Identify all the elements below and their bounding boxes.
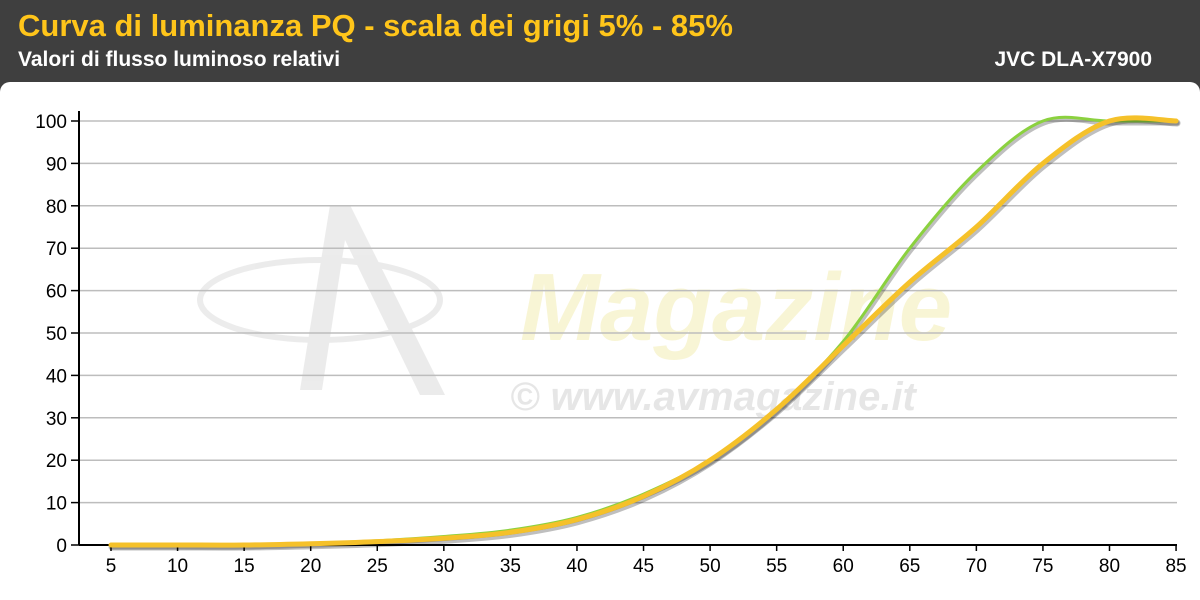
x-tick-label: 15 [234,556,255,577]
x-tick-label: 70 [966,556,987,577]
chart-subtitle: Valori di flusso luminoso relativi [18,48,341,71]
y-tick-label: 30 [46,409,67,430]
watermark: Magazine © www.avmagazine.it [197,205,952,419]
x-tick-label: 75 [1032,556,1053,577]
x-tick-label: 65 [899,556,920,577]
x-tick-label: 30 [433,556,454,577]
watermark-url: © www.avmagazine.it [510,375,918,419]
x-tick-label: 45 [633,556,654,577]
chart-title: Curva di luminanza PQ - scala dei grigi … [18,8,733,43]
y-tick-label: 20 [46,451,67,472]
y-tick-label: 100 [35,112,67,133]
x-tick-label: 55 [766,556,787,577]
y-tick-label: 90 [46,154,67,175]
x-tick-label: 60 [833,556,854,577]
y-tick-label: 60 [46,282,67,303]
device-model-label: JVC DLA-X7900 [994,48,1152,71]
x-tick-label: 40 [566,556,587,577]
y-tick-label: 40 [46,366,67,387]
series-lines [108,115,1181,551]
x-tick-label: 10 [167,556,188,577]
swoosh-shape [197,257,443,343]
av-logo-shape [300,205,445,395]
y-tick-label: 80 [46,197,67,218]
y-tick-label: 10 [46,494,67,515]
y-tick-label: 0 [56,536,67,557]
x-tick-label: 5 [106,556,117,577]
x-tick-label: 20 [300,556,321,577]
x-tick-label: 80 [1099,556,1120,577]
x-tick-label: 50 [700,556,721,577]
chart-header: Curva di luminanza PQ - scala dei grigi … [0,0,1200,78]
grid-lines [79,120,1177,504]
x-tick-label: 35 [500,556,521,577]
y-tick-labels: 0 10 20 30 40 50 60 70 80 90 100 [35,112,67,557]
x-tick-label: 85 [1165,556,1186,577]
y-tick-label: 70 [46,239,67,260]
series-line-2 [108,115,1179,548]
x-tick-label: 25 [367,556,388,577]
x-tick-labels: 5 10 15 20 25 30 35 40 45 50 55 60 65 70 75 80 85 [106,556,1187,577]
y-tick-label: 50 [46,324,67,345]
